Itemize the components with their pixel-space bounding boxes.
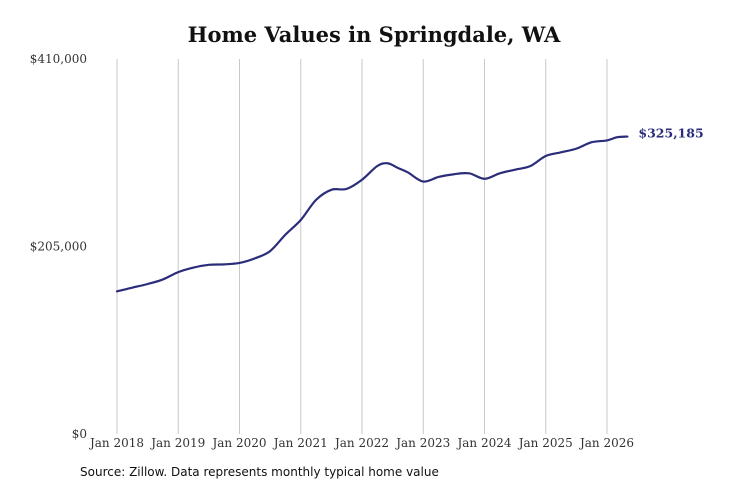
x-tick-label: Jan 2026 bbox=[578, 436, 634, 450]
x-tick-label: Jan 2020 bbox=[210, 436, 266, 450]
series-layer: $325,185 bbox=[115, 126, 704, 293]
chart-title: Home Values in Springdale, WA bbox=[188, 22, 561, 47]
x-axis: Jan 2018 Jan 2019 Jan 2020 Jan 2021 Jan 2022… bbox=[88, 436, 634, 450]
x-tick-label: Jan 2018 bbox=[88, 436, 144, 450]
vertical-gridlines bbox=[116, 59, 608, 434]
y-axis: $0 $205,000 $410,000 bbox=[30, 52, 87, 441]
y-tick-label: $205,000 bbox=[30, 240, 87, 254]
x-tick-label: Jan 2023 bbox=[394, 436, 450, 450]
x-tick-label: Jan 2019 bbox=[149, 436, 205, 450]
x-tick-label: Jan 2024 bbox=[455, 436, 511, 450]
source-note: Source: Zillow. Data represents monthly … bbox=[80, 465, 439, 479]
x-tick-label: Jan 2022 bbox=[333, 436, 389, 450]
y-tick-label: $0 bbox=[72, 427, 87, 441]
x-tick-label: Jan 2025 bbox=[517, 436, 573, 450]
y-tick-label: $410,000 bbox=[30, 52, 87, 66]
end-value-label: $325,185 bbox=[638, 126, 703, 141]
series-line bbox=[115, 135, 629, 293]
x-tick-label: Jan 2021 bbox=[272, 436, 328, 450]
